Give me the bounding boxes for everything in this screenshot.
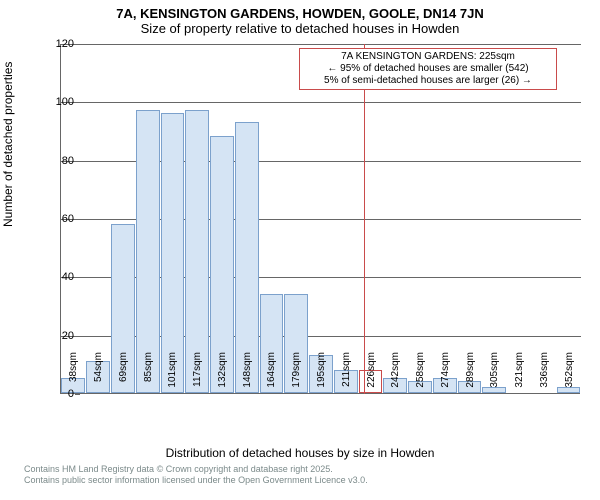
y-axis-label: Number of detached properties (1, 62, 15, 227)
xtick-label: 164sqm (266, 352, 277, 402)
annotation-box: 7A KENSINGTON GARDENS: 225sqm← 95% of de… (299, 48, 557, 90)
annotation-line: ← 95% of detached houses are smaller (54… (304, 63, 552, 75)
x-axis-label: Distribution of detached houses by size … (0, 446, 600, 460)
gridline (61, 102, 581, 103)
ytick-mark (75, 161, 80, 162)
plot-area: 7A KENSINGTON GARDENS: 225sqm← 95% of de… (60, 44, 580, 394)
xtick-label: 195sqm (316, 352, 327, 402)
ytick-mark (75, 219, 80, 220)
xtick-label: 85sqm (143, 352, 154, 402)
footer-attribution: Contains HM Land Registry data © Crown c… (24, 464, 368, 486)
ytick-mark (75, 102, 80, 103)
gridline (61, 44, 581, 45)
histogram-bar (161, 113, 185, 393)
ytick-mark (75, 277, 80, 278)
ytick-mark (75, 44, 80, 45)
xtick-label: 352sqm (564, 352, 575, 402)
xtick-label: 101sqm (167, 352, 178, 402)
ytick-label: 100 (44, 96, 74, 108)
xtick-label: 242sqm (390, 352, 401, 402)
xtick-label: 211sqm (341, 352, 352, 402)
title-primary: 7A, KENSINGTON GARDENS, HOWDEN, GOOLE, D… (0, 0, 600, 21)
xtick-label: 336sqm (539, 352, 550, 402)
xtick-label: 54sqm (93, 352, 104, 402)
histogram-bar (136, 110, 160, 393)
annotation-line: 7A KENSINGTON GARDENS: 225sqm (304, 51, 552, 63)
xtick-label: 321sqm (514, 352, 525, 402)
xtick-label: 226sqm (366, 352, 377, 402)
xtick-label: 132sqm (217, 352, 228, 402)
ytick-label: 20 (44, 330, 74, 342)
xtick-label: 258sqm (415, 352, 426, 402)
histogram-bar (185, 110, 209, 393)
footer-line1: Contains HM Land Registry data © Crown c… (24, 464, 368, 475)
xtick-label: 289sqm (465, 352, 476, 402)
xtick-label: 305sqm (489, 352, 500, 402)
xtick-label: 69sqm (118, 352, 129, 402)
xtick-label: 179sqm (291, 352, 302, 402)
xtick-label: 148sqm (242, 352, 253, 402)
reference-line (364, 44, 365, 394)
footer-line2: Contains public sector information licen… (24, 475, 368, 486)
ytick-label: 80 (44, 155, 74, 167)
xtick-label: 274sqm (440, 352, 451, 402)
ytick-label: 40 (44, 271, 74, 283)
ytick-label: 60 (44, 213, 74, 225)
xtick-label: 38sqm (68, 352, 79, 402)
annotation-line: 5% of semi-detached houses are larger (2… (304, 75, 552, 87)
ytick-mark (75, 336, 80, 337)
ytick-label: 120 (44, 38, 74, 50)
xtick-label: 117sqm (192, 352, 203, 402)
title-secondary: Size of property relative to detached ho… (0, 21, 600, 40)
chart-container: 7A, KENSINGTON GARDENS, HOWDEN, GOOLE, D… (0, 0, 600, 500)
plot-inner: 7A KENSINGTON GARDENS: 225sqm← 95% of de… (60, 44, 580, 394)
